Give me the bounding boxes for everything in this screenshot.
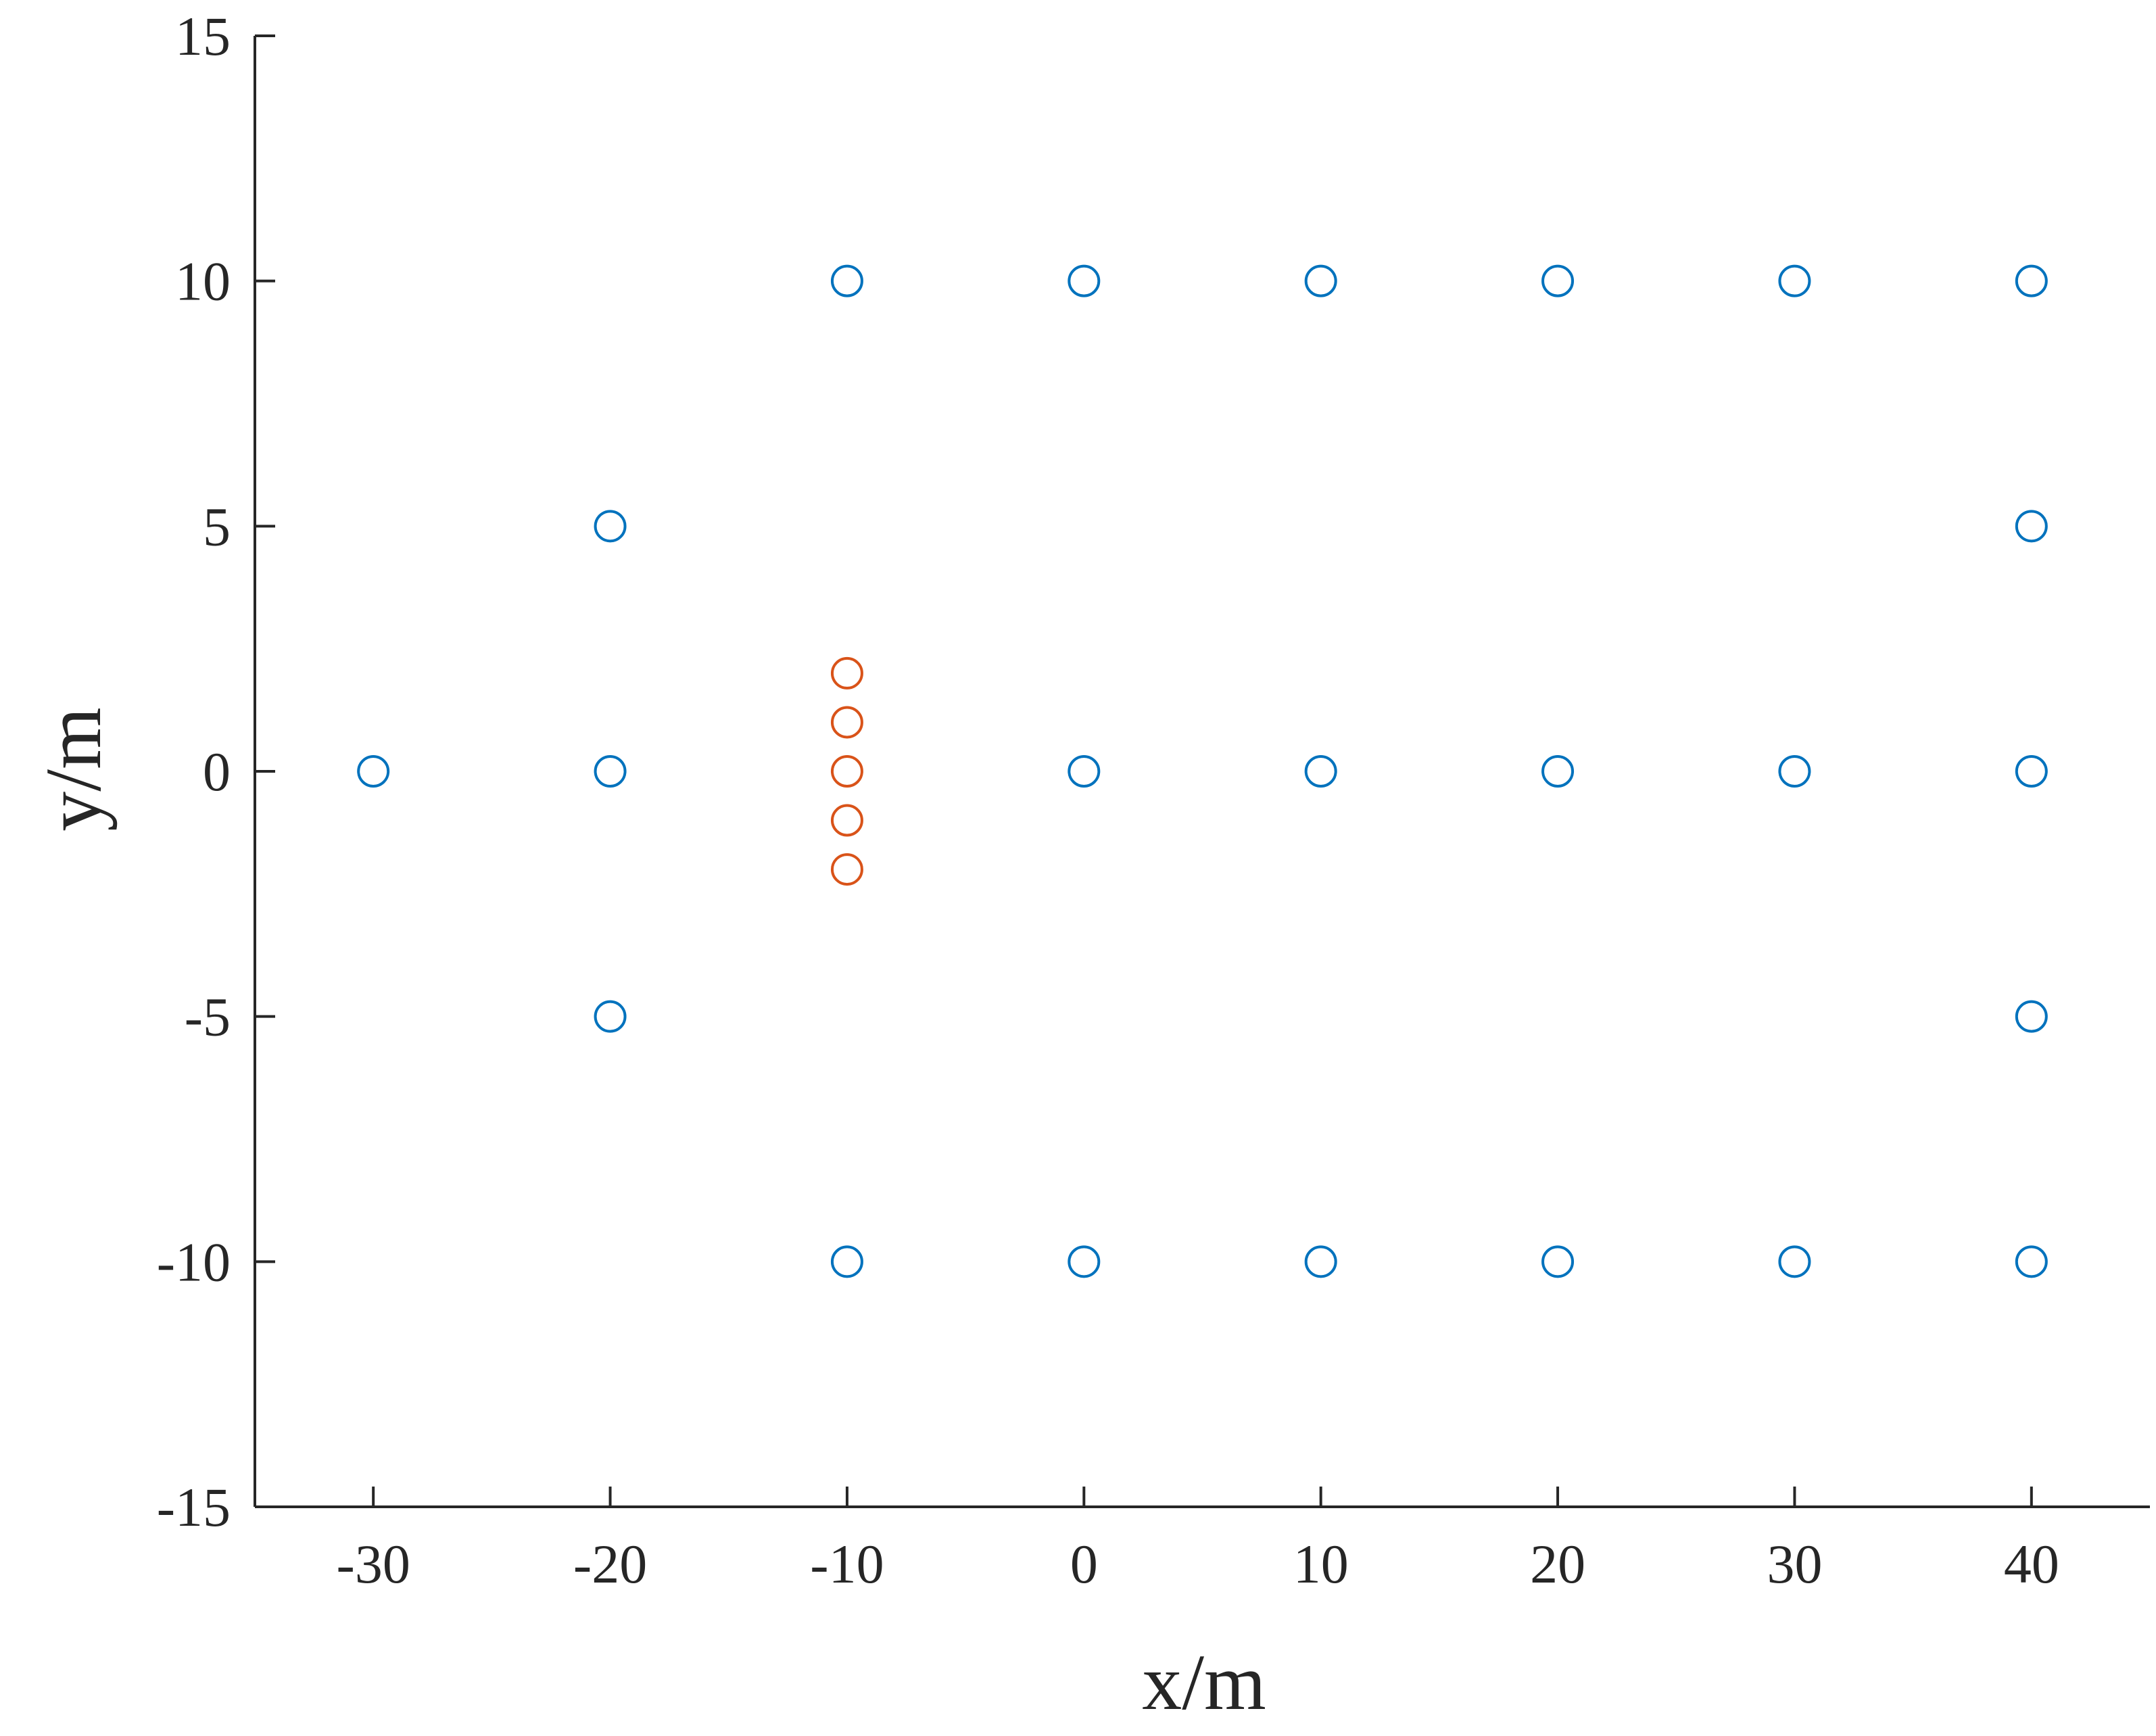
scatter-point-series-1 — [1304, 755, 1337, 788]
scatter-point-series-2 — [830, 656, 863, 690]
y-tick-label: -15 — [157, 1476, 231, 1538]
scatter-point-series-1 — [1541, 264, 1575, 297]
scatter-point-series-2 — [830, 853, 863, 886]
scatter-point-series-1 — [594, 1000, 627, 1033]
scatter-point-series-1 — [1541, 755, 1575, 788]
y-tick-label: 5 — [203, 496, 231, 557]
scatter-point-series-2 — [830, 755, 863, 788]
y-tick-label: 10 — [175, 251, 231, 312]
x-tick-label: -10 — [810, 1533, 884, 1595]
scatter-point-series-1 — [2015, 1245, 2048, 1278]
scatter-point-series-1 — [594, 510, 627, 543]
scatter-point-series-1 — [830, 1245, 863, 1278]
scatter-point-series-1 — [2015, 510, 2048, 543]
x-tick-label: -20 — [573, 1533, 647, 1595]
scatter-point-series-1 — [1778, 1245, 1811, 1278]
scatter-point-series-1 — [1541, 1245, 1575, 1278]
x-tick-label: -30 — [337, 1533, 410, 1595]
scatter-point-series-1 — [1068, 755, 1101, 788]
y-tick-label: -10 — [157, 1231, 231, 1293]
scatter-point-series-1 — [830, 264, 863, 297]
y-tick-label: 0 — [203, 741, 231, 802]
x-tick-label: 20 — [1530, 1533, 1585, 1595]
scatter-point-series-1 — [1778, 755, 1811, 788]
x-tick-label: 40 — [2004, 1533, 2059, 1595]
y-axis-ticks: -15 -10 -5 0 5 10 15 — [157, 5, 275, 1538]
x-axis-ticks: -30 -20 -10 0 10 20 30 40 — [337, 1487, 2059, 1595]
axes — [254, 36, 2150, 1508]
x-tick-label: 30 — [1767, 1533, 1822, 1595]
x-tick-label: 10 — [1293, 1533, 1349, 1595]
x-axis-title: x/m — [1142, 1638, 1266, 1727]
scatter-point-series-1 — [1068, 264, 1101, 297]
scatter-point-series-2 — [830, 804, 863, 837]
scatter-point-series-1 — [594, 755, 627, 788]
scatter-point-series-2 — [830, 706, 863, 739]
y-tick-label: 15 — [175, 5, 231, 67]
scatter-point-series-1 — [1778, 264, 1811, 297]
scatter-point-series-1 — [2015, 1000, 2048, 1033]
y-axis-title: y/m — [29, 707, 118, 831]
scatter-point-series-1 — [2015, 264, 2048, 297]
y-tick-label: -5 — [185, 986, 231, 1048]
scatter-point-series-1 — [1068, 1245, 1101, 1278]
scatter-point-series-1 — [357, 755, 390, 788]
scatter-point-series-1 — [1304, 1245, 1337, 1278]
x-tick-label: 0 — [1070, 1533, 1098, 1595]
scatter-point-series-1 — [1304, 264, 1337, 297]
scatter-point-series-1 — [2015, 755, 2048, 788]
data-points — [357, 264, 2048, 1278]
